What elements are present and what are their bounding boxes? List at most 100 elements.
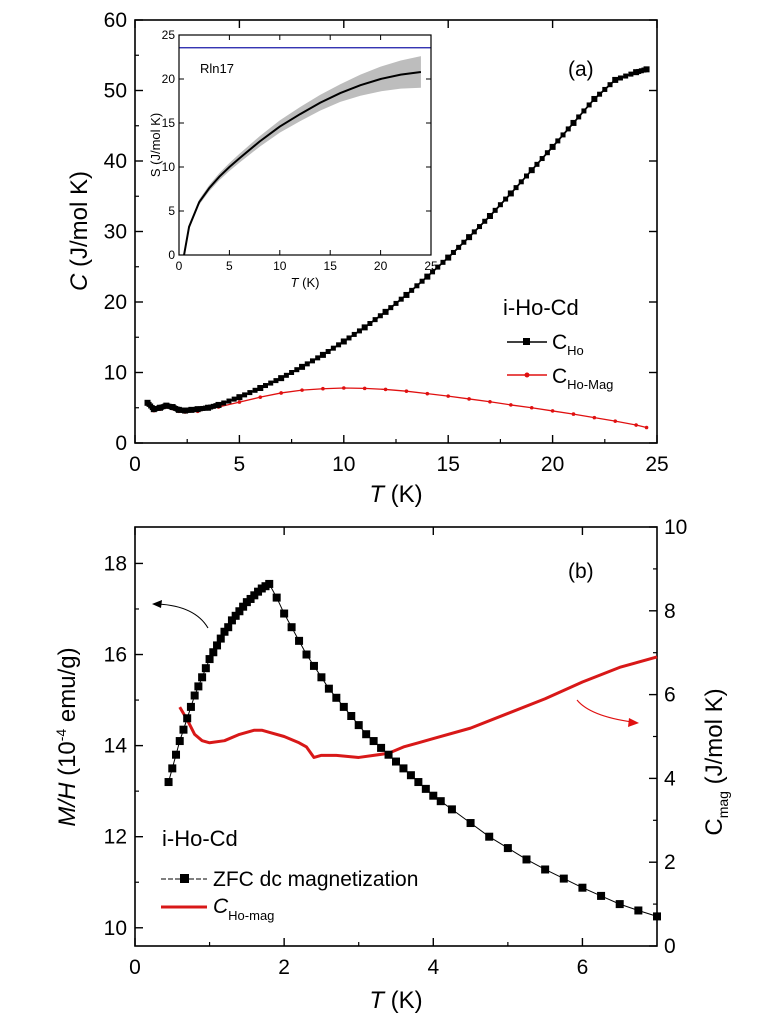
zfc-point bbox=[231, 611, 240, 620]
b-ytick-left-label: 12 bbox=[104, 826, 127, 849]
c-ho-point bbox=[643, 66, 650, 73]
inset-y-axis-title: S (J/mol K) bbox=[148, 113, 163, 177]
c-ho-point-interp bbox=[273, 378, 279, 384]
c-ho-point-interp bbox=[187, 407, 193, 413]
a-xtick-label: 5 bbox=[234, 453, 246, 476]
b-ytick-right-label: 8 bbox=[664, 600, 676, 623]
zfc-point bbox=[205, 655, 214, 664]
c-ho-point-interp bbox=[174, 406, 180, 412]
c-ho-point-interp bbox=[565, 126, 571, 132]
inset-xtick-label: 20 bbox=[374, 259, 388, 273]
c-ho-point bbox=[403, 291, 410, 298]
zfc-point bbox=[287, 623, 296, 632]
c-ho-mag-point bbox=[237, 400, 242, 404]
c-ho-point-interp bbox=[492, 207, 498, 213]
c-ho-point-interp bbox=[440, 259, 446, 265]
a-ytick-label: 60 bbox=[104, 9, 127, 32]
panel-a-label: (a) bbox=[568, 58, 594, 81]
inset-xtick-label: 5 bbox=[226, 259, 233, 273]
c-ho-mag-point bbox=[383, 387, 388, 392]
c-ho-point-interp bbox=[393, 300, 399, 306]
series-zfc-line bbox=[168, 583, 658, 917]
c-ho-point bbox=[486, 212, 493, 219]
zfc-point bbox=[578, 883, 587, 892]
c-ho-point-interp bbox=[149, 405, 155, 411]
legend-marker-c-ho bbox=[523, 338, 530, 345]
panel-a-legend: i-Ho-Cd CHo CHo-Mag bbox=[503, 295, 613, 392]
c-ho-mag-point bbox=[321, 386, 325, 391]
c-ho-point-interp bbox=[617, 75, 623, 81]
c-ho-point-interp bbox=[636, 68, 642, 74]
c-ho-point-interp bbox=[208, 404, 214, 410]
c-ho-mag-point bbox=[362, 386, 367, 391]
c-ho-point-interp bbox=[450, 249, 456, 255]
b-ytick-right-label: 0 bbox=[664, 935, 676, 958]
c-ho-point bbox=[257, 385, 264, 392]
inset-ytick-label: 20 bbox=[162, 72, 176, 86]
c-ho-point-interp bbox=[456, 244, 462, 250]
zfc-point bbox=[213, 641, 222, 650]
legend-marker-zfc bbox=[180, 874, 189, 883]
b-ytick-left-label: 10 bbox=[104, 917, 127, 940]
inset-xtick-label: 25 bbox=[424, 259, 438, 273]
panel-b: 0 2 4 6 10 12 14 16 18 0 2 4 6 8 10 (b) T (K) M/H (10-… bbox=[53, 516, 731, 1014]
zfc-point bbox=[194, 682, 203, 691]
c-ho-point-interp bbox=[544, 150, 550, 156]
zfc-point bbox=[227, 616, 236, 625]
c-ho-point bbox=[205, 404, 212, 411]
c-ho-point-interp bbox=[325, 349, 331, 355]
c-ho-point bbox=[215, 401, 222, 408]
panel-a-legend-title: i-Ho-Cd bbox=[503, 295, 579, 320]
c-ho-mag-point bbox=[425, 391, 430, 396]
c-ho-point-interp bbox=[181, 407, 187, 413]
zfc-point bbox=[429, 791, 438, 800]
b-xtick-label: 4 bbox=[427, 956, 439, 979]
c-ho-point-interp bbox=[252, 387, 258, 393]
zfc-point bbox=[172, 750, 181, 759]
c-ho-point-interp bbox=[435, 264, 441, 270]
zfc-point bbox=[447, 805, 456, 814]
panel-a-x-axis-title: T (K) bbox=[369, 481, 422, 508]
legend-marker-c-ho-mag bbox=[524, 372, 530, 378]
inset-x-axis-title: T (K) bbox=[291, 275, 320, 290]
panel-b-x-axis-title: T (K) bbox=[369, 987, 422, 1014]
b-xtick-label: 2 bbox=[278, 956, 290, 979]
zfc-point bbox=[201, 664, 210, 673]
a-ytick-label: 40 bbox=[104, 150, 127, 173]
c-ho-point-interp bbox=[623, 73, 629, 79]
inset-entropy bbox=[183, 70, 422, 256]
zfc-point bbox=[485, 832, 494, 841]
zfc-point bbox=[421, 784, 430, 793]
zfc-point bbox=[220, 627, 229, 636]
c-ho-point bbox=[424, 273, 431, 280]
zfc-point bbox=[541, 865, 550, 874]
panel-a-series bbox=[144, 66, 650, 430]
c-ho-point-interp bbox=[231, 396, 237, 402]
a-ytick-label: 50 bbox=[104, 80, 127, 103]
c-ho-mag-point bbox=[613, 419, 618, 423]
c-ho-point bbox=[278, 375, 285, 382]
c-ho-point-interp bbox=[309, 358, 315, 364]
b-xtick-label: 0 bbox=[129, 956, 141, 979]
zfc-point bbox=[503, 844, 512, 853]
inset-xtick-label: 0 bbox=[176, 259, 183, 273]
inset-rln17-label: Rln17 bbox=[200, 61, 234, 76]
c-ho-point-interp bbox=[497, 202, 503, 208]
a-ytick-label: 0 bbox=[115, 432, 127, 455]
arrow-to-right-axis-head bbox=[628, 718, 639, 727]
b-ytick-right-label: 10 bbox=[664, 516, 687, 539]
zfc-point bbox=[653, 912, 661, 921]
c-ho-point-interp bbox=[268, 380, 274, 386]
panel-b-series bbox=[164, 579, 661, 921]
c-ho-point-interp bbox=[430, 269, 436, 275]
c-ho-point-interp bbox=[581, 108, 587, 114]
c-ho-point-interp bbox=[197, 406, 203, 412]
c-ho-mag-point bbox=[467, 397, 471, 401]
zfc-point bbox=[324, 684, 333, 693]
c-ho-point-interp bbox=[356, 328, 362, 334]
zfc-point bbox=[179, 725, 188, 734]
c-ho-point-interp bbox=[638, 68, 644, 74]
zfc-point bbox=[235, 607, 244, 616]
